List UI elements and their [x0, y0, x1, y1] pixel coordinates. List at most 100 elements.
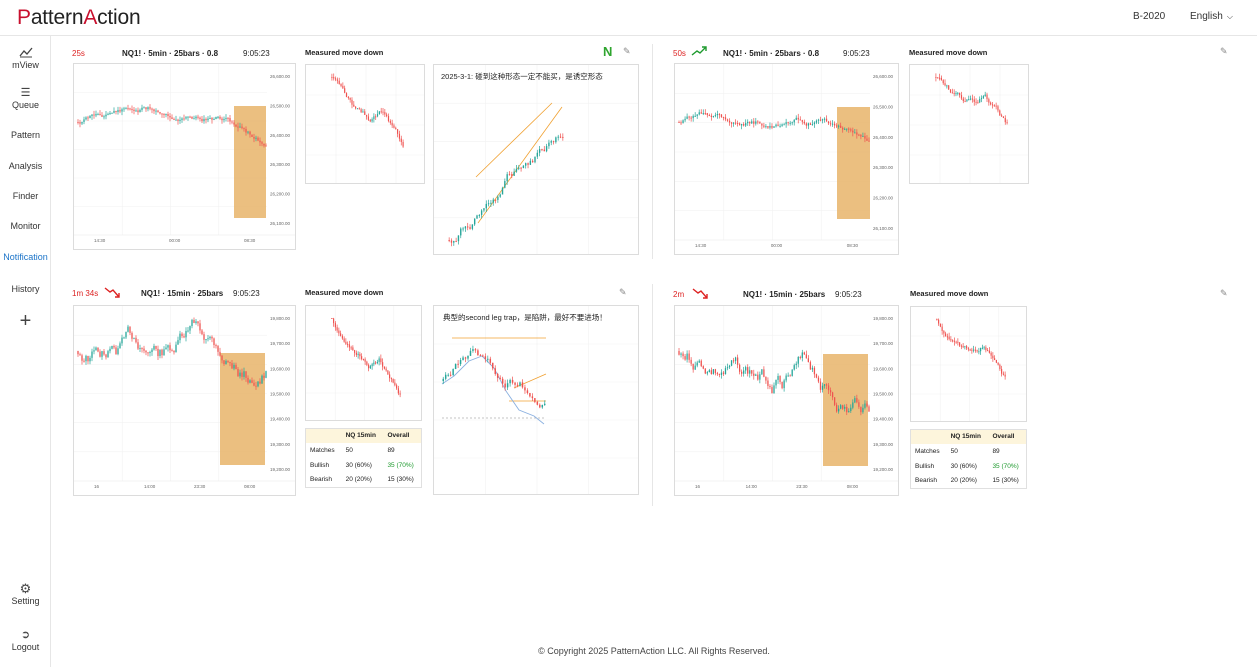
- candle: [710, 115, 712, 117]
- candle: [390, 378, 392, 380]
- match-chart[interactable]: [910, 306, 1027, 422]
- candle: [694, 115, 696, 117]
- logout-button[interactable]: ➲ Logout: [0, 628, 51, 652]
- sidebar-item-pattern[interactable]: Pattern: [0, 130, 51, 140]
- main-chart[interactable]: 19,800.00 19,700.00 19,600.00 19,500.00 19,4…: [674, 305, 899, 496]
- candle: [741, 124, 743, 126]
- candle: [79, 122, 81, 124]
- candle: [487, 358, 489, 360]
- setting-button[interactable]: ⚙ Setting: [0, 582, 51, 607]
- main-chart[interactable]: 26,600.00 26,500.00 26,400.00 26,300.00 26,2…: [73, 63, 296, 250]
- candle: [702, 366, 704, 369]
- candle: [173, 119, 175, 121]
- candle: [97, 347, 99, 352]
- candle: [121, 337, 123, 344]
- candle: [462, 228, 464, 230]
- candle: [811, 124, 814, 126]
- sidebar-item-notification[interactable]: Notification: [0, 252, 51, 262]
- candle: [340, 84, 342, 86]
- match-label: Measured move down: [910, 289, 989, 298]
- candle: [712, 369, 715, 375]
- candle: [336, 79, 338, 81]
- candle: [795, 363, 797, 366]
- y-tick-label: 19,500.00: [873, 392, 894, 397]
- main-chart[interactable]: 19,800.00 19,700.00 19,600.00 19,500.00 19,4…: [73, 305, 296, 496]
- candle: [177, 340, 179, 345]
- note-card[interactable]: 典型的second leg trap，是陷阱，最好不要进场！: [433, 305, 639, 495]
- sidebar-item-history[interactable]: History: [0, 284, 51, 294]
- candle: [205, 339, 207, 341]
- edit-icon[interactable]: ✎: [1220, 46, 1228, 56]
- candle: [253, 136, 255, 139]
- candle: [682, 120, 684, 123]
- candle: [231, 363, 233, 369]
- candle: [960, 95, 963, 99]
- language-select[interactable]: English ⌵: [1190, 11, 1233, 22]
- candle: [765, 126, 767, 128]
- candle: [394, 382, 396, 386]
- candle: [775, 379, 777, 386]
- candle: [479, 355, 482, 357]
- edit-icon[interactable]: ✎: [623, 46, 631, 56]
- match-chart[interactable]: [909, 64, 1029, 184]
- candle: [129, 326, 131, 333]
- candle: [263, 375, 265, 378]
- candle: [959, 342, 961, 346]
- note-card[interactable]: 2025-3-1: 碰到这种形态一定不能买，是诱空形态: [433, 64, 639, 255]
- sidebar-item-mview[interactable]: mView: [0, 46, 51, 70]
- sidebar-item-finder[interactable]: Finder: [0, 191, 51, 201]
- candle: [781, 124, 783, 126]
- main-chart[interactable]: 26,600.00 26,500.00 26,400.00 26,300.00 26,2…: [674, 63, 899, 255]
- account-name[interactable]: B-2020: [1133, 11, 1166, 22]
- edit-icon[interactable]: ✎: [619, 287, 627, 297]
- candle: [759, 121, 761, 124]
- sidebar-item-label: Pattern: [10, 130, 41, 140]
- candle: [235, 364, 237, 370]
- candle: [734, 357, 737, 361]
- candle: [387, 370, 389, 375]
- candle: [821, 385, 824, 390]
- candle: [450, 240, 453, 243]
- list-icon: ☰: [20, 87, 31, 99]
- timestamp: 9:05:23: [243, 49, 270, 58]
- candle: [207, 338, 209, 340]
- stats-cell: 89: [387, 446, 395, 454]
- candle: [125, 331, 127, 338]
- match-chart[interactable]: [305, 64, 425, 184]
- sidebar-item-label: Queue: [11, 100, 40, 110]
- candle: [464, 226, 467, 229]
- candle: [89, 357, 91, 362]
- candle: [399, 393, 401, 395]
- candle: [519, 382, 521, 386]
- sidebar-item-queue[interactable]: ☰ Queue: [0, 86, 51, 110]
- candle: [460, 228, 462, 236]
- table-header: NQ 15min Overall: [305, 428, 422, 443]
- logo[interactable]: PatternAction: [17, 6, 141, 29]
- candle: [344, 88, 346, 93]
- candle: [203, 118, 205, 122]
- candle: [943, 330, 945, 334]
- candle: [376, 114, 379, 117]
- sidebar-item-monitor[interactable]: Monitor: [0, 221, 51, 231]
- candle: [259, 140, 261, 143]
- timer: 50s: [673, 49, 686, 58]
- candle: [383, 366, 385, 369]
- candle: [783, 380, 785, 389]
- add-icon[interactable]: +: [19, 310, 32, 332]
- sidebar-item-label: Notification: [3, 252, 48, 262]
- candle: [785, 122, 787, 125]
- sidebar-item-analysis[interactable]: Analysis: [0, 161, 51, 171]
- stats-table: NQ 15min Overall Matches 50 89 Bullish 3…: [910, 429, 1027, 489]
- candle: [817, 377, 820, 382]
- candle: [529, 393, 531, 397]
- candle: [534, 156, 536, 163]
- candle: [846, 406, 848, 413]
- edit-icon[interactable]: ✎: [1220, 288, 1228, 298]
- candle: [856, 398, 858, 403]
- candle: [351, 99, 353, 105]
- timer: 25s: [72, 49, 85, 58]
- match-chart[interactable]: [305, 305, 422, 421]
- candle: [993, 105, 995, 107]
- candle: [143, 348, 145, 351]
- candle: [474, 349, 477, 351]
